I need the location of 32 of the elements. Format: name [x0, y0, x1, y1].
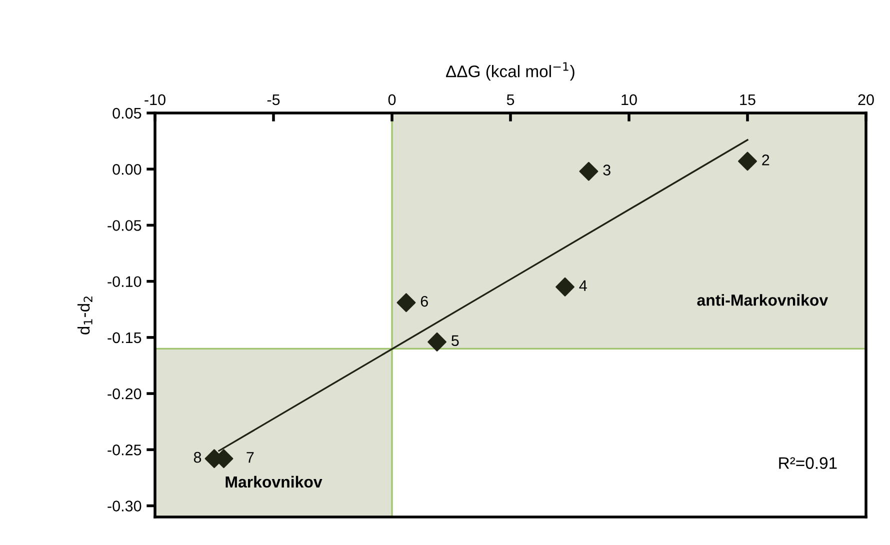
- y-tick-label: -0.20: [108, 388, 142, 400]
- x-axis-title: ΔΔG (kcal mol$^{−1}$): [446, 62, 574, 81]
- x-tick-label: -5: [267, 94, 280, 106]
- x-tick-label: 0: [388, 94, 396, 106]
- series-label: Markovnikov: [226, 476, 322, 488]
- annotation: 7: [246, 452, 254, 463]
- y-tick-label: -0.05: [108, 220, 142, 231]
- annotation: 6: [420, 296, 428, 307]
- point: [738, 152, 757, 171]
- y-tick-label: -0.10: [108, 276, 142, 288]
- annotation: 5: [452, 335, 459, 346]
- x-tick-label: 5: [506, 94, 514, 106]
- point: [556, 277, 574, 296]
- y-tick-label: 0.00: [112, 164, 142, 175]
- annotation: 4: [579, 280, 587, 291]
- y-tick-label: 0.05: [112, 108, 142, 119]
- point: [579, 162, 598, 181]
- annotation: 8: [194, 452, 202, 463]
- point: [396, 293, 416, 312]
- y-axis-title: d$_{1}$-d$_{2}$: [77, 296, 92, 334]
- annotation: 3: [603, 164, 610, 176]
- y-tick-label: -0.15: [108, 332, 142, 344]
- x-tick-label: -10: [144, 94, 166, 106]
- y-tick-label: -0.30: [108, 500, 142, 512]
- annotation: R²=0.91: [779, 457, 837, 469]
- point: [428, 332, 447, 352]
- series-label: anti-Markovnikov: [697, 294, 828, 306]
- x-tick-label: 15: [740, 94, 756, 106]
- x-tick-label: 10: [622, 94, 637, 106]
- y-tick-label: -0.25: [108, 444, 142, 456]
- annotation: 2: [762, 154, 770, 166]
- x-tick-label: 20: [858, 94, 874, 106]
